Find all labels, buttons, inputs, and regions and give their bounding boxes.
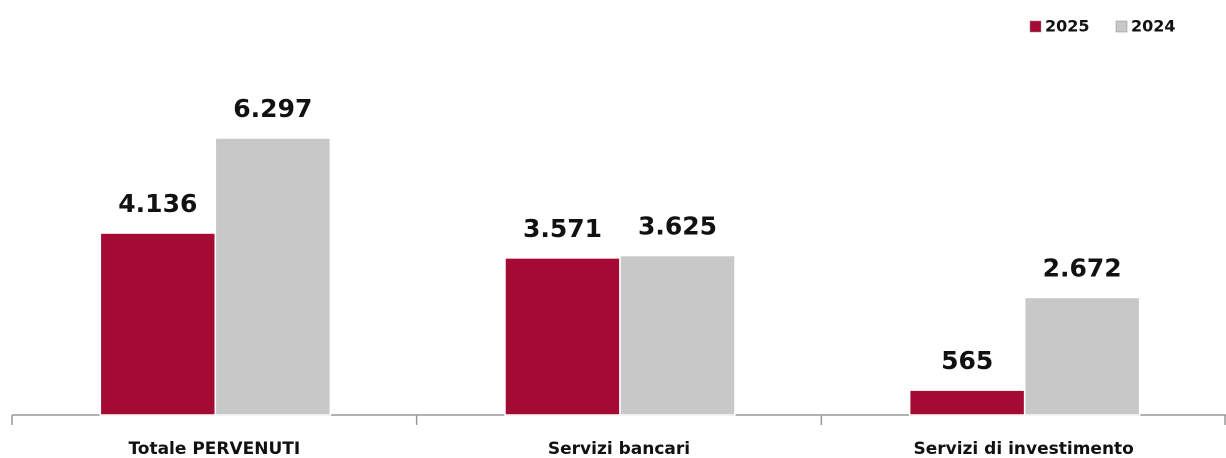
data-label: 2.672 — [1043, 253, 1122, 282]
bar — [504, 257, 621, 416]
data-label: 4.136 — [118, 189, 197, 218]
bar — [99, 232, 217, 416]
legend-swatch — [1029, 20, 1042, 33]
x-tick-label: Totale PERVENUTI — [128, 439, 300, 458]
legend-swatch — [1115, 20, 1128, 33]
bar — [1023, 296, 1141, 416]
data-label: 6.297 — [233, 94, 312, 123]
bar — [214, 137, 332, 416]
x-tick-label: Servizi di investimento — [913, 439, 1133, 458]
data-label: 3.625 — [638, 212, 717, 241]
x-tick-label: Servizi bancari — [548, 439, 690, 458]
data-label: 565 — [941, 346, 993, 375]
bar — [908, 389, 1026, 416]
bar — [619, 254, 736, 416]
legend-label: 2024 — [1131, 17, 1176, 36]
legend-label: 2025 — [1045, 17, 1090, 36]
data-label: 3.571 — [523, 214, 602, 243]
